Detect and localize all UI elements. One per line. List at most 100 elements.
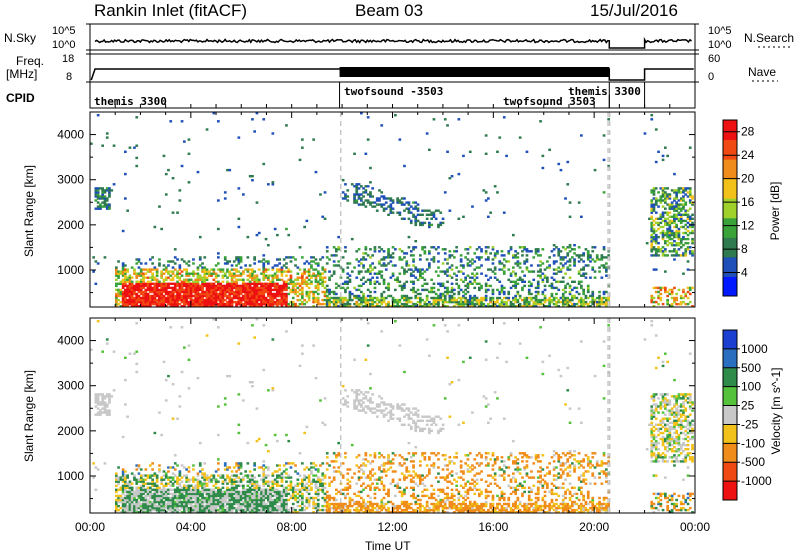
power-cell xyxy=(387,300,390,304)
power-cell xyxy=(416,288,420,292)
power-cell xyxy=(201,270,204,273)
power-cell xyxy=(271,288,275,292)
power-cell xyxy=(262,298,266,302)
power-cell xyxy=(471,258,474,261)
power-cell xyxy=(151,296,154,300)
power-cell xyxy=(493,300,497,304)
power-cell xyxy=(450,254,454,257)
velocity-cell xyxy=(144,511,148,514)
power-cell xyxy=(353,296,356,300)
power-cell xyxy=(246,235,250,239)
velocity-cell xyxy=(276,476,279,479)
power-cell xyxy=(453,272,456,275)
velocity-cell xyxy=(230,496,234,500)
velocity-cell xyxy=(255,508,259,512)
power-cell xyxy=(419,298,422,302)
power-cell xyxy=(462,266,465,269)
power-cell xyxy=(267,288,270,292)
power-cell xyxy=(262,284,266,288)
velocity-cell xyxy=(276,482,279,485)
power-cell xyxy=(232,292,236,296)
velocity-cell xyxy=(228,508,232,512)
power-cell xyxy=(688,246,692,249)
power-cell xyxy=(158,300,161,304)
power-cell xyxy=(341,197,345,200)
velocity-cell xyxy=(103,395,107,398)
velocity-cell xyxy=(280,500,284,504)
power-cell xyxy=(198,256,202,259)
power-cell xyxy=(398,138,402,141)
power-cell xyxy=(146,302,150,306)
power-cell xyxy=(405,298,409,302)
velocity-cell xyxy=(196,508,200,512)
power-cell xyxy=(235,256,238,259)
power-cell xyxy=(189,284,193,288)
nsearch-tick-top: 10^5 xyxy=(708,25,732,37)
velocity-cell xyxy=(103,462,107,465)
power-cell xyxy=(323,298,327,302)
power-cell xyxy=(248,282,252,285)
velocity-cell xyxy=(160,476,163,479)
power-cell xyxy=(228,294,232,298)
power-cell xyxy=(128,302,132,306)
velocity-cell xyxy=(217,488,220,491)
power-cell xyxy=(459,302,463,306)
power-cell xyxy=(478,256,481,259)
power-cell xyxy=(285,266,288,269)
velocity-cell xyxy=(276,506,279,510)
power-cell xyxy=(307,274,311,277)
velocity-cell xyxy=(219,474,222,477)
power-cell xyxy=(382,207,386,210)
velocity-cell xyxy=(230,474,234,477)
power-cell xyxy=(666,217,669,220)
power-cell xyxy=(659,201,663,204)
power-cell xyxy=(584,272,588,275)
power-cell xyxy=(536,280,540,283)
velocity-cell xyxy=(124,508,127,512)
power-cell xyxy=(189,294,193,298)
velocity-cell xyxy=(217,474,220,477)
power-cell xyxy=(364,199,368,202)
power-cell xyxy=(323,302,327,306)
power-cell xyxy=(271,302,275,306)
power-cell xyxy=(559,256,563,259)
power-cell xyxy=(344,280,347,283)
power-cell xyxy=(117,260,120,263)
power-cell xyxy=(455,282,458,285)
power-cell xyxy=(541,292,545,296)
power-cell xyxy=(536,302,540,306)
power-cell xyxy=(500,288,504,292)
velocity-cell xyxy=(117,466,120,469)
power-cell xyxy=(664,254,667,257)
velocity-cell xyxy=(285,494,288,498)
power-cell xyxy=(473,294,477,298)
power-cell xyxy=(380,203,384,206)
power-cell xyxy=(276,305,279,308)
power-cell xyxy=(391,298,395,302)
power-cell xyxy=(133,146,136,149)
power-cell xyxy=(652,268,656,271)
power-cell xyxy=(561,292,565,296)
power-cell xyxy=(489,300,492,304)
power-cell xyxy=(251,290,254,294)
velocity-cell xyxy=(108,399,111,402)
power-cell xyxy=(325,290,329,294)
power-cell xyxy=(568,258,572,261)
velocity-cell xyxy=(226,494,229,498)
velocity-cell xyxy=(137,490,141,494)
velocity-cell xyxy=(239,498,243,502)
power-cell xyxy=(223,294,227,298)
power-cell xyxy=(539,298,542,302)
power-cell xyxy=(273,302,277,306)
power-cell xyxy=(371,300,374,304)
power-cell xyxy=(398,201,402,204)
velocity-cell xyxy=(248,474,252,477)
power-cell xyxy=(291,280,295,283)
power-cell xyxy=(187,272,191,275)
velocity-cell xyxy=(251,492,254,496)
power-cell xyxy=(446,258,449,261)
power-cell xyxy=(412,270,415,273)
power-cell xyxy=(407,217,411,220)
power-cell xyxy=(398,199,402,202)
power-cell xyxy=(654,237,658,241)
